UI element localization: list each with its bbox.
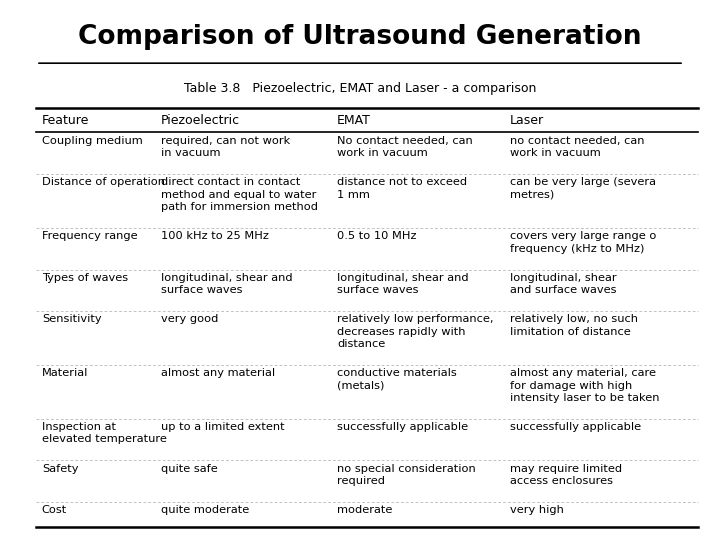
Text: Laser: Laser	[510, 114, 544, 127]
Text: quite safe: quite safe	[161, 464, 217, 474]
Text: up to a limited extent: up to a limited extent	[161, 422, 284, 432]
Text: 0.5 to 10 MHz: 0.5 to 10 MHz	[337, 231, 416, 241]
Text: Feature: Feature	[42, 114, 89, 127]
Text: Distance of operation: Distance of operation	[42, 177, 165, 187]
Text: very high: very high	[510, 505, 564, 515]
Text: no special consideration
required: no special consideration required	[337, 464, 476, 486]
Text: Safety: Safety	[42, 464, 78, 474]
Text: almost any material, care
for damage with high
intensity laser to be taken: almost any material, care for damage wit…	[510, 368, 660, 403]
Text: quite moderate: quite moderate	[161, 505, 249, 515]
Text: Table 3.8   Piezoelectric, EMAT and Laser - a comparison: Table 3.8 Piezoelectric, EMAT and Laser …	[184, 82, 536, 95]
Text: Comparison of Ultrasound Generation: Comparison of Ultrasound Generation	[78, 24, 642, 50]
Text: 100 kHz to 25 MHz: 100 kHz to 25 MHz	[161, 231, 269, 241]
Text: moderate: moderate	[337, 505, 392, 515]
Text: longitudinal, shear and
surface waves: longitudinal, shear and surface waves	[161, 273, 292, 295]
Text: Coupling medium: Coupling medium	[42, 136, 143, 146]
Text: Inspection at
elevated temperature: Inspection at elevated temperature	[42, 422, 166, 444]
Text: Sensitivity: Sensitivity	[42, 314, 102, 325]
Text: can be very large (severa
metres): can be very large (severa metres)	[510, 177, 656, 200]
Text: very good: very good	[161, 314, 218, 325]
Text: required, can not work
in vacuum: required, can not work in vacuum	[161, 136, 290, 158]
Text: Piezoelectric: Piezoelectric	[161, 114, 240, 127]
Text: longitudinal, shear
and surface waves: longitudinal, shear and surface waves	[510, 273, 616, 295]
Text: conductive materials
(metals): conductive materials (metals)	[337, 368, 456, 390]
Text: relatively low, no such
limitation of distance: relatively low, no such limitation of di…	[510, 314, 638, 337]
Text: Material: Material	[42, 368, 88, 378]
Text: Cost: Cost	[42, 505, 67, 515]
Text: Types of waves: Types of waves	[42, 273, 128, 283]
Text: Frequency range: Frequency range	[42, 231, 138, 241]
Text: EMAT: EMAT	[337, 114, 371, 127]
Text: no contact needed, can
work in vacuum: no contact needed, can work in vacuum	[510, 136, 644, 158]
Text: relatively low performance,
decreases rapidly with
distance: relatively low performance, decreases ra…	[337, 314, 493, 349]
Text: almost any material: almost any material	[161, 368, 275, 378]
Text: successfully applicable: successfully applicable	[337, 422, 468, 432]
Text: covers very large range o
frequency (kHz to MHz): covers very large range o frequency (kHz…	[510, 231, 656, 254]
Text: successfully applicable: successfully applicable	[510, 422, 641, 432]
Text: may require limited
access enclosures: may require limited access enclosures	[510, 464, 622, 486]
Text: longitudinal, shear and
surface waves: longitudinal, shear and surface waves	[337, 273, 469, 295]
Text: direct contact in contact
method and equal to water
path for immersion method: direct contact in contact method and equ…	[161, 177, 318, 212]
Text: distance not to exceed
1 mm: distance not to exceed 1 mm	[337, 177, 467, 200]
Text: No contact needed, can
work in vacuum: No contact needed, can work in vacuum	[337, 136, 473, 158]
